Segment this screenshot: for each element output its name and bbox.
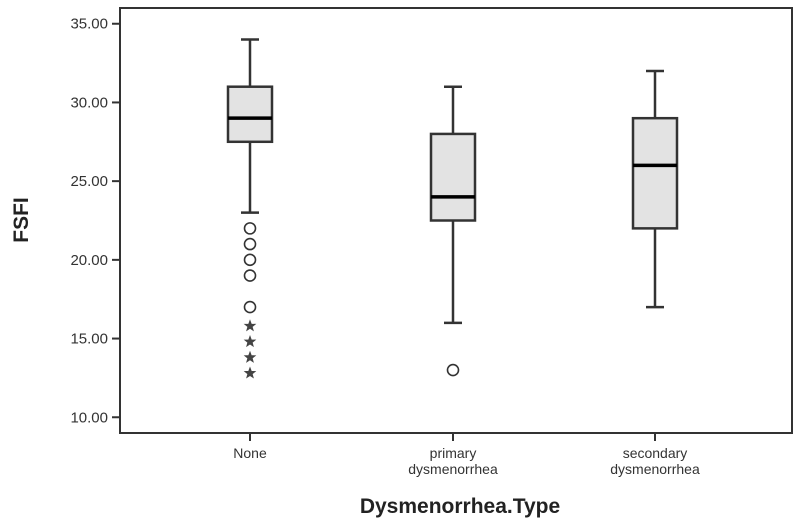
iqr-box <box>631 116 679 230</box>
extreme-point-star <box>243 335 257 348</box>
plot-frame <box>119 7 793 434</box>
extreme-point-star <box>243 319 257 332</box>
y-tick-label: 35.00 <box>70 16 108 33</box>
iqr-box <box>429 132 477 222</box>
outlier-point <box>243 300 257 314</box>
x-category-label: primary dysmenorrhea <box>408 445 498 477</box>
box-2 <box>429 85 477 377</box>
boxes <box>226 38 679 379</box>
x-category-label: secondary dysmenorrhea <box>610 445 700 477</box>
box-1 <box>226 38 274 379</box>
y-tick-label: 25.00 <box>70 173 108 190</box>
x-category-label-line: primary <box>430 445 477 461</box>
outlier-point <box>243 253 257 267</box>
x-category-label-line: dysmenorrhea <box>408 461 498 477</box>
extreme-point-star <box>243 366 257 379</box>
box-3 <box>631 69 679 309</box>
outlier-point <box>243 269 257 282</box>
y-axis-title: FSFI <box>10 197 33 243</box>
y-tick-label: 15.00 <box>70 331 108 348</box>
iqr-box <box>226 85 274 144</box>
x-category-label-line: secondary <box>623 445 688 461</box>
outlier-point <box>446 363 460 377</box>
x-category-label-line: None <box>233 445 267 461</box>
extreme-point-star <box>243 350 257 363</box>
y-tick-label: 30.00 <box>70 94 108 111</box>
y-axis: 10.00 15.00 20.00 25.00 30.00 35.00 <box>70 16 120 426</box>
y-tick-label: 10.00 <box>70 409 108 426</box>
outlier-point <box>243 237 257 251</box>
x-axis-title: Dysmenorrhea.Type <box>360 495 560 518</box>
y-tick-label: 20.00 <box>70 252 108 269</box>
x-category-label: None <box>233 445 267 461</box>
outlier-point <box>243 222 257 235</box>
x-category-label-line: dysmenorrhea <box>610 461 700 477</box>
